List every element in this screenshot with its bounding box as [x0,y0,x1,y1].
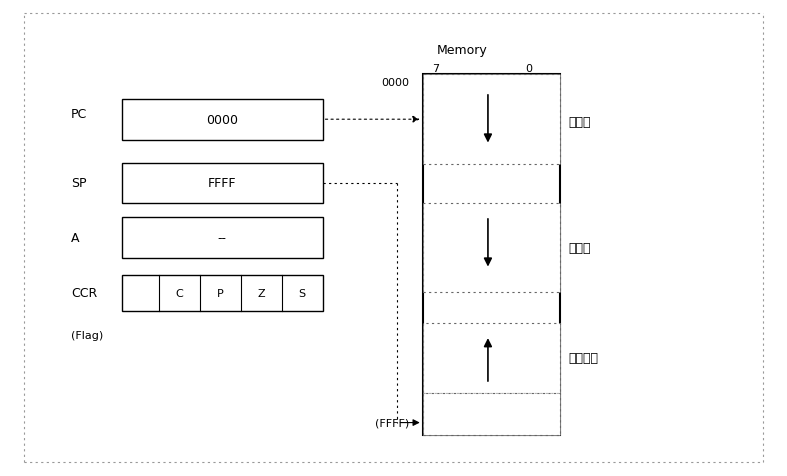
Text: データ: データ [568,242,591,255]
Bar [423,75,560,436]
Text: FFFF: FFFF [208,177,237,190]
Text: 0000: 0000 [206,114,238,127]
Bar [122,163,323,204]
Bar [122,275,323,312]
Bar [122,100,323,140]
Text: SP: SP [71,177,87,190]
Text: Memory: Memory [437,43,487,57]
Text: (FFFF): (FFFF) [375,418,409,427]
Bar [423,75,560,164]
Bar [423,324,560,393]
Text: Z: Z [257,288,265,298]
Text: スタック: スタック [568,351,598,365]
Text: P: P [217,288,224,298]
Text: S: S [298,288,306,298]
Bar [423,393,560,436]
Text: CCR: CCR [71,286,97,299]
Text: 0000: 0000 [381,79,409,88]
Text: --: -- [218,231,227,244]
Text: (Flag): (Flag) [71,331,103,340]
Text: コード: コード [568,116,591,129]
Text: 7: 7 [431,64,439,74]
Text: PC: PC [71,108,87,121]
Bar [423,203,560,293]
Bar [122,218,323,258]
Text: C: C [176,288,183,298]
Text: 0: 0 [526,64,532,74]
Text: A: A [71,231,79,245]
